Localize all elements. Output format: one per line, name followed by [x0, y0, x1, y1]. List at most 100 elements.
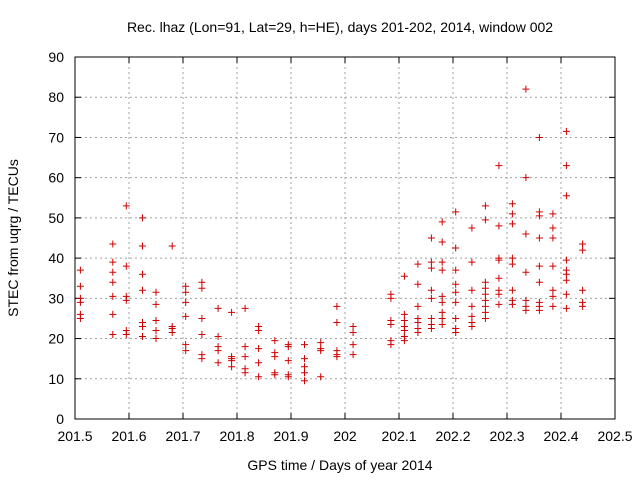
data-point — [452, 329, 460, 337]
data-point — [495, 290, 503, 298]
data-point — [387, 341, 395, 349]
y-tick-label: 0 — [56, 411, 64, 427]
data-point — [452, 298, 460, 306]
data-point — [228, 357, 236, 365]
data-point — [495, 274, 503, 282]
x-tick-label: 202 — [333, 428, 357, 444]
data-point — [508, 220, 516, 228]
data-point — [255, 345, 263, 353]
y-tick-label: 20 — [48, 331, 64, 347]
data-point — [152, 316, 160, 324]
data-point — [349, 341, 357, 349]
y-tick-label: 30 — [48, 290, 64, 306]
data-point — [284, 343, 292, 351]
x-tick-label: 202.3 — [489, 428, 524, 444]
data-point — [241, 369, 249, 377]
data-point — [301, 369, 308, 377]
data-point — [109, 240, 117, 248]
data-point — [522, 174, 530, 182]
x-tick-label: 202.4 — [543, 428, 578, 444]
data-point — [198, 355, 206, 363]
data-point — [182, 298, 190, 306]
data-point — [535, 306, 543, 314]
data-point — [198, 284, 206, 292]
data-point — [452, 314, 460, 322]
data-point — [452, 244, 460, 252]
data-point — [549, 210, 557, 218]
data-point — [168, 329, 176, 337]
data-point — [508, 254, 516, 262]
data-point — [76, 298, 84, 306]
data-point — [76, 266, 84, 274]
data-point — [400, 316, 408, 324]
data-point — [255, 359, 263, 367]
data-point — [152, 327, 160, 335]
data-point — [427, 258, 435, 266]
data-point — [562, 290, 570, 298]
x-axis-label: GPS time / Days of year 2014 — [247, 457, 432, 473]
x-tick-label: 201.5 — [57, 428, 92, 444]
data-point — [438, 320, 446, 328]
data-point — [562, 304, 570, 312]
data-point — [182, 312, 190, 320]
data-point — [241, 343, 249, 351]
data-point — [549, 234, 557, 242]
data-points — [76, 85, 587, 385]
data-point — [152, 335, 160, 343]
data-point — [468, 224, 476, 232]
data-point — [535, 278, 543, 286]
data-point — [427, 294, 435, 302]
data-point — [549, 292, 557, 300]
data-point — [182, 288, 190, 296]
x-tick-label: 201.7 — [165, 428, 200, 444]
data-point — [414, 318, 422, 326]
data-point — [400, 310, 408, 318]
data-point — [333, 353, 341, 361]
data-point — [508, 210, 516, 218]
data-point — [349, 329, 357, 337]
data-point — [198, 331, 206, 339]
data-point — [495, 162, 503, 170]
data-point — [579, 302, 587, 310]
data-point — [468, 258, 476, 266]
data-point — [438, 298, 446, 306]
data-point — [481, 284, 489, 292]
data-point — [481, 314, 489, 322]
data-point — [198, 278, 206, 286]
data-point — [214, 359, 222, 367]
data-point — [168, 242, 176, 250]
data-point — [139, 322, 146, 330]
data-point — [579, 286, 587, 294]
data-point — [535, 234, 543, 242]
data-point — [387, 294, 395, 302]
data-point — [438, 308, 446, 316]
data-point — [468, 286, 476, 294]
data-point — [152, 300, 160, 308]
y-tick-label: 40 — [48, 250, 64, 266]
data-point — [182, 282, 190, 290]
data-point — [182, 341, 190, 349]
y-axis-label: STEC from uqrg / TECUs — [5, 159, 21, 317]
data-point — [579, 240, 587, 248]
data-point — [214, 347, 222, 355]
data-point — [301, 355, 308, 363]
data-point — [562, 162, 570, 170]
data-point — [122, 296, 130, 304]
data-point — [481, 308, 489, 316]
data-point — [414, 260, 422, 268]
data-point — [495, 256, 503, 264]
data-point — [317, 347, 325, 355]
data-point — [301, 363, 308, 371]
data-point — [427, 286, 435, 294]
x-tick-label: 201.9 — [273, 428, 308, 444]
data-point — [481, 290, 489, 298]
y-tick-label: 90 — [48, 49, 64, 65]
x-tick-label: 202.1 — [381, 428, 416, 444]
data-point — [198, 314, 206, 322]
data-point — [438, 258, 446, 266]
data-point — [452, 280, 460, 288]
data-point — [139, 286, 146, 294]
data-point — [427, 314, 435, 322]
x-tick-labels: 201.5 201.6 201.7 201.8 201.9 202 202.1 202.2 20… — [57, 428, 632, 444]
